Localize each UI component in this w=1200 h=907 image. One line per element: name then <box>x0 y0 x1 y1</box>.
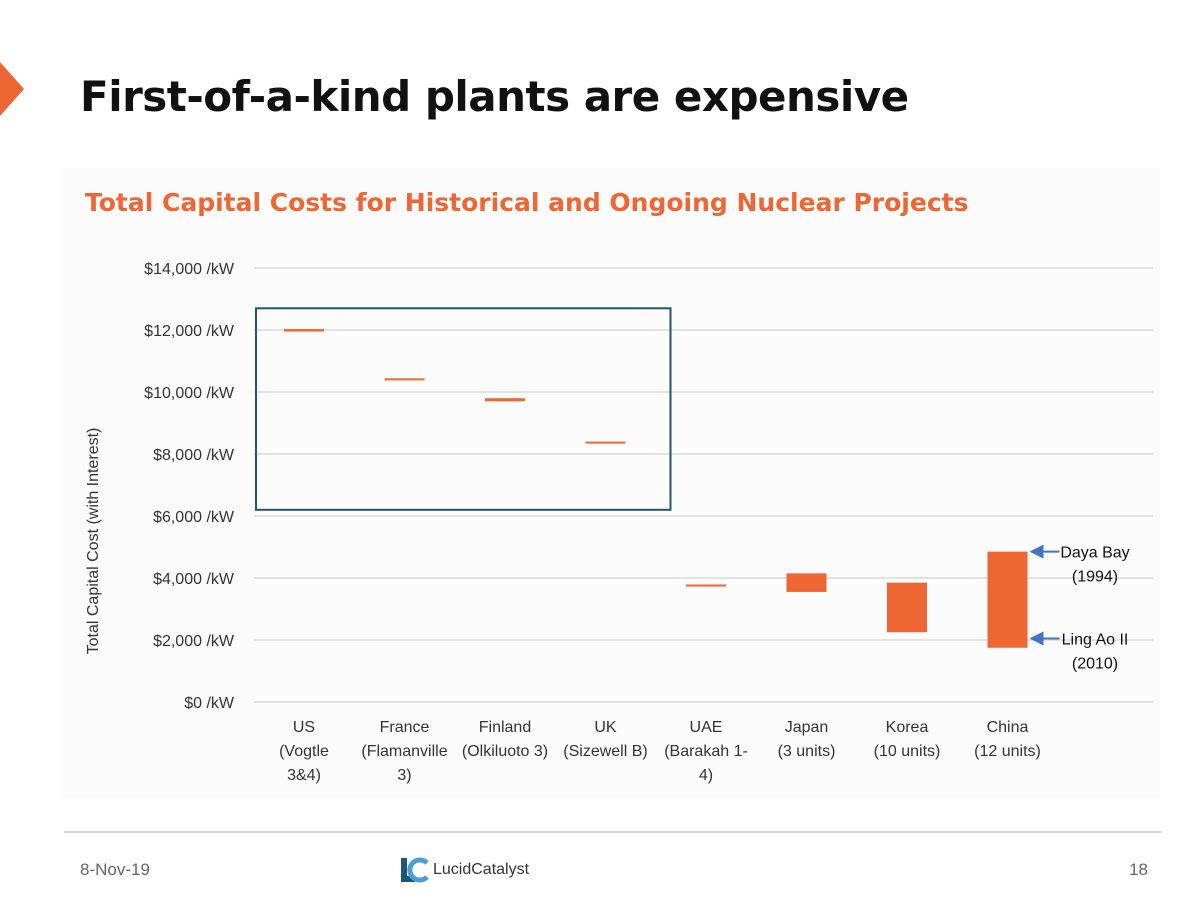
cost-range-bar <box>384 378 425 381</box>
cost-range-bar <box>786 573 827 592</box>
x-tick-label: (Flamanville <box>361 743 447 760</box>
y-tick-label: $14,000 /kW <box>144 261 235 278</box>
annotation-label: Ling Ao II <box>1062 631 1129 648</box>
y-tick-label: $0 /kW <box>184 695 235 712</box>
x-tick-label: (3 units) <box>778 743 836 760</box>
x-tick-label: France <box>380 719 430 736</box>
annotation-label: Daya Bay <box>1060 545 1129 562</box>
y-axis-label: Total Capital Cost (with Interest) <box>85 428 102 655</box>
x-tick-label: US <box>293 719 315 736</box>
x-tick-label: 3&4) <box>287 767 321 784</box>
page-number: 18 <box>1129 860 1148 879</box>
x-tick-label: 3) <box>397 767 411 784</box>
cost-range-bar <box>485 398 525 402</box>
annotation-label: (1994) <box>1072 569 1118 586</box>
cost-range-bar <box>987 551 1028 648</box>
y-tick-label: $10,000 /kW <box>144 385 235 402</box>
chart-title: Total Capital Costs for Historical and O… <box>85 188 969 217</box>
cost-range-bar <box>585 441 626 444</box>
x-tick-label: UK <box>594 719 617 736</box>
y-tick-label: $6,000 /kW <box>153 509 235 526</box>
x-tick-label: (12 units) <box>974 743 1041 760</box>
x-tick-label: (Sizewell B) <box>563 743 647 760</box>
footer-date: 8-Nov-19 <box>80 860 150 879</box>
highlight-box <box>255 307 672 511</box>
cost-range-bar <box>686 584 726 587</box>
x-tick-label: Japan <box>785 719 829 736</box>
chart-panel <box>62 168 1160 798</box>
x-tick-label: (Barakah 1- <box>664 743 748 760</box>
y-tick-label: $2,000 /kW <box>153 633 235 650</box>
y-tick-label: $8,000 /kW <box>153 447 235 464</box>
footer-divider <box>64 831 1162 833</box>
cost-range-bar <box>284 329 324 332</box>
x-tick-label: Finland <box>479 719 531 736</box>
slide-title: First-of-a-kind plants are expensive <box>80 72 909 121</box>
lc-logo-icon <box>401 857 429 883</box>
cost-range-bar <box>887 582 927 633</box>
x-tick-label: (Vogtle <box>279 743 329 760</box>
x-tick-label: (Olkiluoto 3) <box>462 743 548 760</box>
annotation-arrow-head <box>1029 544 1044 559</box>
annotation-arrow-head <box>1029 631 1044 646</box>
slide-marker-arrow <box>0 62 24 116</box>
x-tick-label: Korea <box>886 719 929 736</box>
y-tick-label: $4,000 /kW <box>153 571 235 588</box>
x-tick-label: 4) <box>699 767 713 784</box>
annotation-label: (2010) <box>1072 655 1118 672</box>
logo-text: LucidCatalyst <box>433 861 530 878</box>
x-tick-label: China <box>987 719 1029 736</box>
y-tick-label: $12,000 /kW <box>144 323 235 340</box>
x-tick-label: (10 units) <box>874 743 941 760</box>
x-tick-label: UAE <box>690 719 723 736</box>
